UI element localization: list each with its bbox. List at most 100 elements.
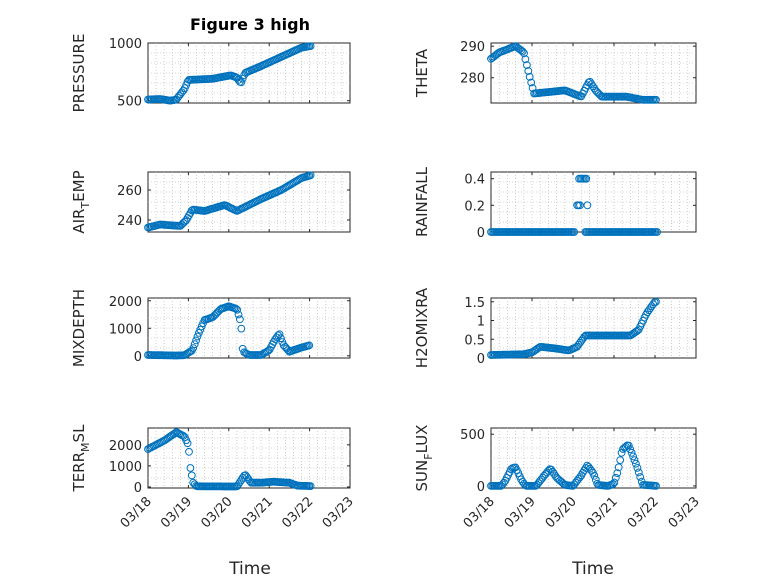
data-point xyxy=(520,49,528,58)
data-point xyxy=(306,171,315,180)
data-point xyxy=(582,174,591,183)
x-axis-label-left: Time xyxy=(228,559,271,579)
data-point xyxy=(305,341,314,350)
data-point xyxy=(241,471,250,480)
y-axis-label: SUNFLUX xyxy=(413,425,435,492)
y-tick-label: 500 xyxy=(117,95,142,110)
subplot-8: 0 500 03/18 03/19 03/20 03/21 03/22 03/23 SUNFLU… xyxy=(413,425,703,532)
data-point xyxy=(652,95,660,104)
data-point xyxy=(634,468,643,477)
y-axis-label: AIRTEMP xyxy=(70,170,92,233)
figure-title: Figure 3 high xyxy=(190,15,310,34)
data-point xyxy=(610,478,619,487)
data-point xyxy=(186,464,195,472)
x-tick-label: 03/19 xyxy=(158,494,195,531)
data-point xyxy=(189,344,198,353)
y-tick-label: 260 xyxy=(117,184,142,199)
x-tick-label: 03/20 xyxy=(543,494,580,531)
x-tick-label: 03/18 xyxy=(461,494,498,531)
y-axis-label: H2OMIXRA xyxy=(413,287,431,368)
y-axis-label: TERRMSL xyxy=(70,424,92,493)
data-point xyxy=(652,482,660,490)
x-tick-label: 03/18 xyxy=(118,494,155,531)
data-point xyxy=(611,473,620,482)
data-point xyxy=(187,471,196,480)
data-point xyxy=(633,464,642,472)
y-tick-label: 0 xyxy=(477,480,485,495)
data-point xyxy=(624,441,633,450)
x-tick-label: 03/22 xyxy=(279,494,316,531)
data-point xyxy=(236,478,244,487)
y-tick-label: 1 xyxy=(477,315,485,330)
data-point xyxy=(630,456,639,465)
data-point xyxy=(524,67,533,75)
y-tick-label: 1000 xyxy=(109,460,142,475)
y-tick-label: 1000 xyxy=(109,322,142,337)
y-tick-label: 0 xyxy=(477,226,485,241)
data-point xyxy=(547,465,556,474)
data-point xyxy=(179,219,188,227)
data-point xyxy=(274,331,283,340)
y-axis-label: PRESSURE xyxy=(70,34,88,113)
subplot-2: 280 290 THETA xyxy=(413,40,697,104)
data-point xyxy=(277,334,285,343)
data-point xyxy=(609,480,617,489)
data-point xyxy=(527,78,536,87)
data-point xyxy=(193,332,202,341)
x-tick-label: 03/23 xyxy=(320,494,357,531)
data-point xyxy=(179,432,188,440)
data-point xyxy=(243,473,251,482)
data-point xyxy=(616,456,625,465)
y-tick-label: 1.5 xyxy=(464,296,485,311)
data-point xyxy=(271,335,280,344)
x-tick-label: 03/19 xyxy=(502,494,539,531)
x-tick-label: 03/23 xyxy=(666,494,703,531)
data-point xyxy=(649,300,658,309)
x-tick-label: 03/22 xyxy=(625,494,662,531)
data-point xyxy=(613,469,622,478)
subplot-4: 0 0.2 0.4 RAINFALL xyxy=(413,166,697,241)
data-point xyxy=(523,61,531,69)
data-point xyxy=(633,326,642,335)
data-point xyxy=(652,297,660,306)
data-point xyxy=(233,74,242,82)
data-point xyxy=(306,42,315,50)
data-point xyxy=(518,47,527,56)
y-axis-label: THETA xyxy=(413,48,431,98)
y-tick-label: 0 xyxy=(134,350,142,365)
y-tick-label: 500 xyxy=(460,428,485,443)
subplot-5: 0 1000 2000 MIXDEPTH xyxy=(70,289,351,367)
data-point xyxy=(275,330,284,339)
x-tick-label: 03/21 xyxy=(584,494,621,531)
data-point xyxy=(645,306,653,315)
y-tick-label: 280 xyxy=(460,72,485,87)
y-tick-label: 0.5 xyxy=(464,333,485,348)
y-tick-label: 2000 xyxy=(109,439,142,454)
data-point xyxy=(629,452,637,461)
y-tick-label: 0.2 xyxy=(464,199,485,214)
data-point xyxy=(234,480,243,489)
data-point xyxy=(264,347,273,355)
data-point xyxy=(576,201,584,210)
data-point xyxy=(576,338,584,347)
data-point xyxy=(521,55,530,64)
data-point xyxy=(636,473,645,481)
data-point xyxy=(234,310,243,319)
data-point xyxy=(627,448,636,457)
data-point xyxy=(525,73,534,81)
data-point xyxy=(632,459,640,468)
data-point xyxy=(237,78,246,87)
subplot-7: 0 1000 2000 03/18 03/19 03/20 03/21 03/22 03/23 T… xyxy=(70,424,357,531)
y-tick-label: 290 xyxy=(460,40,485,55)
data-point xyxy=(171,429,179,438)
y-tick-label: 0 xyxy=(134,481,142,496)
data-point xyxy=(233,482,242,491)
data-point xyxy=(570,228,579,236)
data-point xyxy=(237,324,246,333)
x-tick-label: 03/21 xyxy=(239,494,276,531)
subplot-3: 240 260 AIRTEMP xyxy=(70,170,351,234)
y-axis-label: MIXDEPTH xyxy=(70,289,88,367)
y-tick-label: 240 xyxy=(117,214,142,229)
data-point xyxy=(653,228,661,236)
